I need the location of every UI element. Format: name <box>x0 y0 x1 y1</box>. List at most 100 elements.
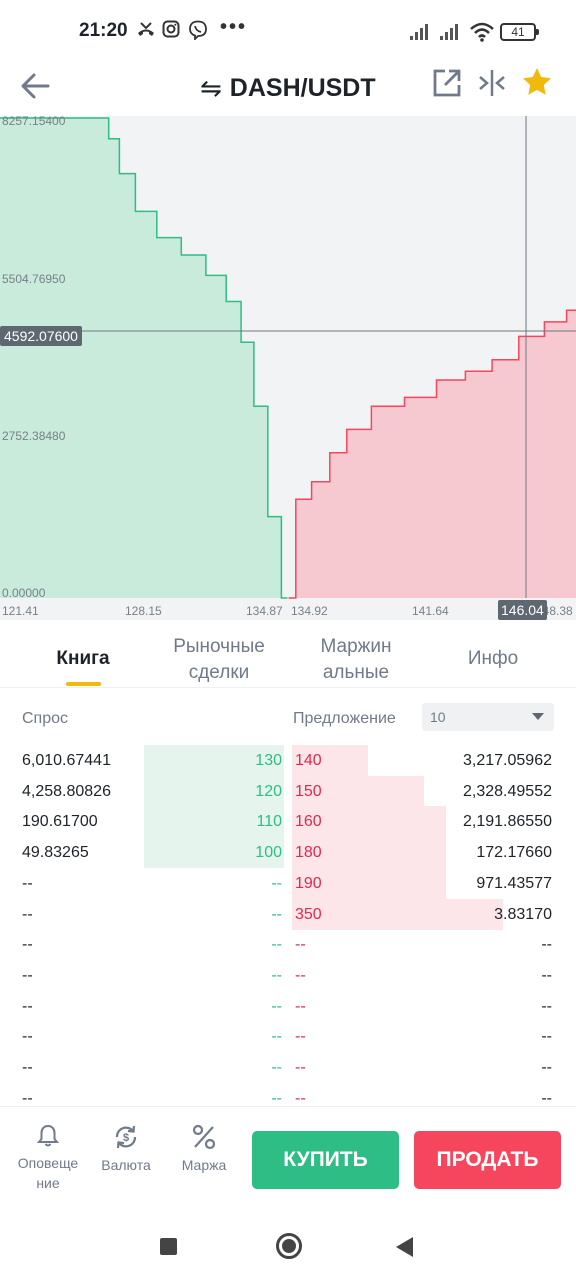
tab-info[interactable]: Инфо <box>467 648 519 669</box>
order-book-row[interactable]: 6,010.67441 130 140 3,217.05962 <box>0 745 576 776</box>
margin-label: Маржа <box>181 1157 227 1173</box>
margin-button[interactable]: Маржа <box>172 1123 236 1175</box>
ask-depth-area <box>288 310 576 598</box>
currency-label: Валюта <box>101 1157 151 1173</box>
tab-active-indicator <box>66 682 101 686</box>
status-bar: 21:20 ••• 41 <box>0 0 576 64</box>
bid-price: -- <box>271 1089 282 1107</box>
chevron-down-icon <box>532 713 544 720</box>
status-time: 21:20 <box>79 20 128 41</box>
ask-depth-line <box>288 309 576 599</box>
order-tabs: Книга Рыночные сделки Маржин альные Инфо <box>0 626 576 688</box>
action-bar: Оповеще ние $ Валюта Маржа КУПИТЬ ПРОДАТ… <box>0 1106 576 1210</box>
battery-icon: 41 <box>500 23 539 41</box>
ask-price: 190 <box>295 874 322 892</box>
ask-price: -- <box>295 1028 306 1046</box>
bid-price: -- <box>271 997 282 1015</box>
ask-amount: -- <box>541 1089 552 1107</box>
tab-margin[interactable]: Маржин альные <box>320 636 392 683</box>
back-arrow-icon[interactable] <box>18 68 54 104</box>
bell-icon <box>36 1124 60 1147</box>
ask-amount: 3,217.05962 <box>463 752 552 769</box>
depth-chart-plot <box>0 116 576 599</box>
bid-amount: 4,258.80826 <box>22 782 111 800</box>
bid-price: -- <box>271 936 282 954</box>
wifi-icon <box>470 22 494 47</box>
depth-chart[interactable]: 8257.15400 5504.76950 2752.38480 0.00000… <box>0 114 576 620</box>
ask-amount: -- <box>541 966 552 984</box>
bid-price: -- <box>271 966 282 984</box>
star-icon[interactable] <box>521 66 553 98</box>
signal-icon <box>410 24 432 40</box>
system-nav-bar <box>0 1210 576 1280</box>
bid-amount: -- <box>22 874 33 892</box>
external-link-icon[interactable] <box>432 68 462 98</box>
bid-depth-bar <box>144 806 284 838</box>
bid-amount: 6,010.67441 <box>22 752 111 769</box>
order-book-row[interactable]: 190.61700 110 160 2,191.86550 <box>0 806 576 838</box>
order-book-row[interactable]: -- -- 190 971.43577 <box>0 867 576 899</box>
sell-button[interactable]: ПРОДАТЬ <box>414 1131 561 1189</box>
ask-amount: 2,191.86550 <box>463 813 552 831</box>
signal-icon <box>440 24 462 40</box>
ask-amount: 2,328.49552 <box>463 782 552 800</box>
depth-select[interactable]: 10 <box>422 703 554 731</box>
ask-amount: 3.83170 <box>494 905 552 923</box>
bid-amount: -- <box>22 1028 33 1046</box>
home-icon[interactable] <box>276 1233 302 1259</box>
bid-amount: -- <box>22 905 33 923</box>
tab-market-trades[interactable]: Рыночные сделки <box>173 636 265 683</box>
bid-depth-bar <box>144 775 284 807</box>
x-tick-label: 134.92 <box>291 604 328 618</box>
order-book-row[interactable]: -- -- -- -- <box>0 1083 576 1114</box>
buy-button[interactable]: КУПИТЬ <box>252 1131 399 1189</box>
ask-price: -- <box>295 1089 306 1107</box>
back-triangle-icon[interactable] <box>396 1237 413 1257</box>
order-book-row[interactable]: -- -- 350 3.83170 <box>0 898 576 930</box>
instagram-icon <box>162 20 180 43</box>
ask-price: -- <box>295 997 306 1015</box>
currency-button[interactable]: $ Валюта <box>94 1123 158 1175</box>
ask-depth-bar <box>292 745 368 776</box>
ask-depth-bar <box>292 775 424 807</box>
order-book-row[interactable]: -- -- -- -- <box>0 960 576 991</box>
x-tick-label: 134.87 <box>246 604 283 618</box>
ask-price: -- <box>295 936 306 954</box>
ask-amount: -- <box>541 1059 552 1076</box>
percent-icon <box>192 1124 216 1150</box>
order-book-row[interactable]: -- -- -- -- <box>0 1052 576 1083</box>
tab-book[interactable]: Книга <box>56 648 110 669</box>
bid-amount: -- <box>22 966 33 984</box>
more-dots-icon: ••• <box>220 16 248 38</box>
bid-price: -- <box>271 1028 282 1046</box>
split-icon[interactable] <box>477 68 507 98</box>
y-tick-label: 0.00000 <box>2 586 46 600</box>
y-tick-label: 2752.38480 <box>2 429 66 443</box>
bid-price: 110 <box>256 813 282 831</box>
depth-select-value: 10 <box>430 709 446 725</box>
bid-depth-line <box>0 117 288 599</box>
bid-price: 120 <box>255 782 282 800</box>
crosshair-x-label: 146.04 <box>498 600 547 620</box>
swap-icon: ⇋ <box>200 72 222 103</box>
ask-price: 160 <box>295 813 322 831</box>
pair-selector[interactable]: ⇋ DASH/USDT <box>200 70 376 106</box>
ask-price: 140 <box>295 752 322 769</box>
order-book-row[interactable]: 49.83265 100 180 172.17660 <box>0 837 576 869</box>
bid-amount: -- <box>22 1059 33 1076</box>
ask-amount: 172.17660 <box>476 844 552 862</box>
header: ⇋ DASH/USDT <box>0 64 576 116</box>
order-book-row[interactable]: -- -- -- -- <box>0 1021 576 1052</box>
bid-depth-bar <box>144 837 284 869</box>
ask-depth-bar <box>292 806 446 838</box>
ask-header: Предложение <box>293 710 396 727</box>
order-book-row[interactable]: -- -- -- -- <box>0 991 576 1022</box>
ask-amount: -- <box>541 997 552 1015</box>
order-book-row[interactable]: -- -- -- -- <box>0 929 576 960</box>
bid-price: 100 <box>255 844 282 862</box>
alerts-button[interactable]: Оповеще ние <box>10 1123 86 1193</box>
bid-amount: 49.83265 <box>22 844 89 862</box>
bid-header: Спрос <box>22 710 69 727</box>
order-book-row[interactable]: 4,258.80826 120 150 2,328.49552 <box>0 775 576 807</box>
recent-apps-icon[interactable] <box>160 1238 177 1255</box>
